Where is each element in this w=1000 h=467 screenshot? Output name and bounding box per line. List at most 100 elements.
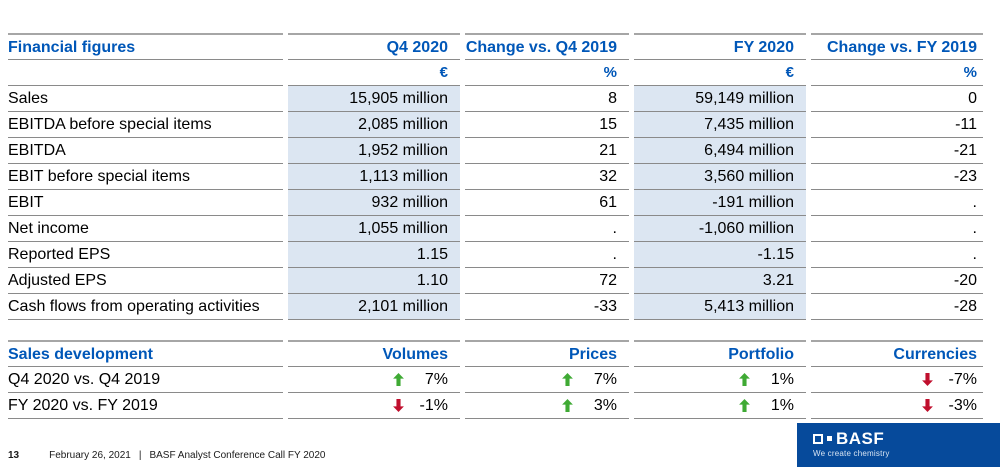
sales-table-body: Q4 2020 vs. Q4 2019 7% 7% 1% -7% FY 2020 vs. … xyxy=(8,367,983,419)
arrow-up-icon xyxy=(739,399,750,412)
financial-table-row: Cash flows from operating activities 2,10… xyxy=(8,294,983,320)
sales-development-title: Sales development xyxy=(8,340,283,367)
sales-move-value: -1% xyxy=(419,397,448,414)
financial-row-label: EBITDA xyxy=(8,138,283,164)
financial-value-cell: 1.15 xyxy=(288,242,460,268)
financial-row-label: Adjusted EPS xyxy=(8,268,283,294)
financial-value-cell: -23 xyxy=(811,164,983,190)
financial-value-cell: -191 million xyxy=(634,190,806,216)
financial-value-cell: . xyxy=(811,216,983,242)
financial-value-cell: 1.10 xyxy=(288,268,460,294)
arrow-down-icon xyxy=(393,399,404,412)
sales-move-cell: -3% xyxy=(811,393,983,419)
financial-value-cell: -21 xyxy=(811,138,983,164)
financial-table-row: Reported EPS 1.15. -1.15. xyxy=(8,242,983,268)
footer-date: February 26, 2021 xyxy=(49,450,131,461)
sales-move-cell: -1% xyxy=(288,393,460,419)
sales-move-cell: 1% xyxy=(634,367,806,393)
financial-value-cell: 3.21 xyxy=(634,268,806,294)
footer-separator: | xyxy=(138,450,142,461)
sales-move-value: 3% xyxy=(593,397,617,414)
financial-value-cell: -11 xyxy=(811,112,983,138)
financial-value-cell: 1,952 million xyxy=(288,138,460,164)
financial-row-label: Reported EPS xyxy=(8,242,283,268)
sales-row-label: Q4 2020 vs. Q4 2019 xyxy=(8,367,283,393)
logo-wordmark: BASF xyxy=(836,429,885,448)
col-header-volumes: Volumes xyxy=(288,340,460,367)
sales-move-value: -7% xyxy=(948,371,977,388)
financial-value-cell: 932 million xyxy=(288,190,460,216)
financial-value-cell: 15,905 million xyxy=(288,86,460,112)
financial-table-header-row: Financial figures Q4 2020 Change vs. Q4 … xyxy=(8,33,983,60)
sales-move-cell: -7% xyxy=(811,367,983,393)
unit-percent-fy: % xyxy=(811,60,983,86)
financial-value-cell: 2,101 million xyxy=(288,294,460,320)
financial-value-cell: . xyxy=(811,190,983,216)
financial-value-cell: 1,055 million xyxy=(288,216,460,242)
col-header-change-vs-fy-2019: Change vs. FY 2019 xyxy=(811,33,983,60)
financial-row-label: EBIT xyxy=(8,190,283,216)
col-header-currencies: Currencies xyxy=(811,340,983,367)
sales-table-header-row: Sales development Volumes Prices Portfol… xyxy=(8,340,983,367)
sales-move-cell: 1% xyxy=(634,393,806,419)
financial-table-row: Sales 15,905 million 8 59,149 million 0 xyxy=(8,86,983,112)
financial-table-row: EBIT before special items 1,113 million 32… xyxy=(8,164,983,190)
basf-logo-mark: BASF xyxy=(813,430,1000,447)
financial-value-cell: 15 xyxy=(465,112,629,138)
financial-value-cell: 7,435 million xyxy=(634,112,806,138)
sales-move-value: 1% xyxy=(770,397,794,414)
financial-value-cell: -1,060 million xyxy=(634,216,806,242)
financial-value-cell: 21 xyxy=(465,138,629,164)
financial-row-label: EBIT before special items xyxy=(8,164,283,190)
arrow-up-icon xyxy=(562,399,573,412)
arrow-down-icon xyxy=(922,399,933,412)
financial-value-cell: 72 xyxy=(465,268,629,294)
arrow-down-icon xyxy=(922,373,933,386)
financial-value-cell: 3,560 million xyxy=(634,164,806,190)
financial-row-label: Net income xyxy=(8,216,283,242)
sales-move-value: 1% xyxy=(770,371,794,388)
financial-value-cell: . xyxy=(811,242,983,268)
unit-euro-fy: € xyxy=(634,60,806,86)
sales-move-value: 7% xyxy=(424,371,448,388)
financial-table-row: EBIT 932 million 61 -191 million. xyxy=(8,190,983,216)
financial-figures-title: Financial figures xyxy=(8,33,283,60)
financial-value-cell: . xyxy=(465,216,629,242)
page-number: 13 xyxy=(8,450,20,461)
financial-table-row: Adjusted EPS 1.10 72 3.21 -20 xyxy=(8,268,983,294)
financial-row-label: Sales xyxy=(8,86,283,112)
arrow-up-icon xyxy=(393,373,404,386)
col-header-change-vs-q4-2019: Change vs. Q4 2019 xyxy=(465,33,629,60)
slide-footer: 13 February 26, 2021 | BASF Analyst Conf… xyxy=(8,450,325,461)
sales-row-label: FY 2020 vs. FY 2019 xyxy=(8,393,283,419)
arrow-up-icon xyxy=(562,373,573,386)
financial-value-cell: 8 xyxy=(465,86,629,112)
financial-table-row: Net income 1,055 million. -1,060 million. xyxy=(8,216,983,242)
col-header-q4-2020: Q4 2020 xyxy=(288,33,460,60)
unit-euro-q4: € xyxy=(288,60,460,86)
financial-value-cell: 6,494 million xyxy=(634,138,806,164)
financial-figures-table: Financial figures Q4 2020 Change vs. Q4 … xyxy=(8,33,983,320)
financial-value-cell: 0 xyxy=(811,86,983,112)
financial-table-body: Sales 15,905 million 8 59,149 million 0 EBITD… xyxy=(8,86,983,320)
logo-square-solid-icon xyxy=(827,436,832,441)
financial-value-cell: -33 xyxy=(465,294,629,320)
financial-value-cell: 1,113 million xyxy=(288,164,460,190)
financial-table-units-row: € % € % xyxy=(8,60,983,86)
financial-value-cell: . xyxy=(465,242,629,268)
financial-value-cell: -1.15 xyxy=(634,242,806,268)
col-header-portfolio: Portfolio xyxy=(634,340,806,367)
financial-value-cell: 5,413 million xyxy=(634,294,806,320)
sales-development-table: Sales development Volumes Prices Portfol… xyxy=(8,340,983,419)
financial-value-cell: 59,149 million xyxy=(634,86,806,112)
financial-value-cell: -28 xyxy=(811,294,983,320)
financial-value-cell: 2,085 million xyxy=(288,112,460,138)
logo-tagline: We create chemistry xyxy=(813,449,890,458)
col-header-prices: Prices xyxy=(465,340,629,367)
sales-move-cell: 7% xyxy=(288,367,460,393)
financial-row-label: EBITDA before special items xyxy=(8,112,283,138)
arrow-up-icon xyxy=(739,373,750,386)
financial-table-row: EBITDA before special items 2,085 million… xyxy=(8,112,983,138)
financial-table-row: EBITDA 1,952 million 21 6,494 million -21 xyxy=(8,138,983,164)
